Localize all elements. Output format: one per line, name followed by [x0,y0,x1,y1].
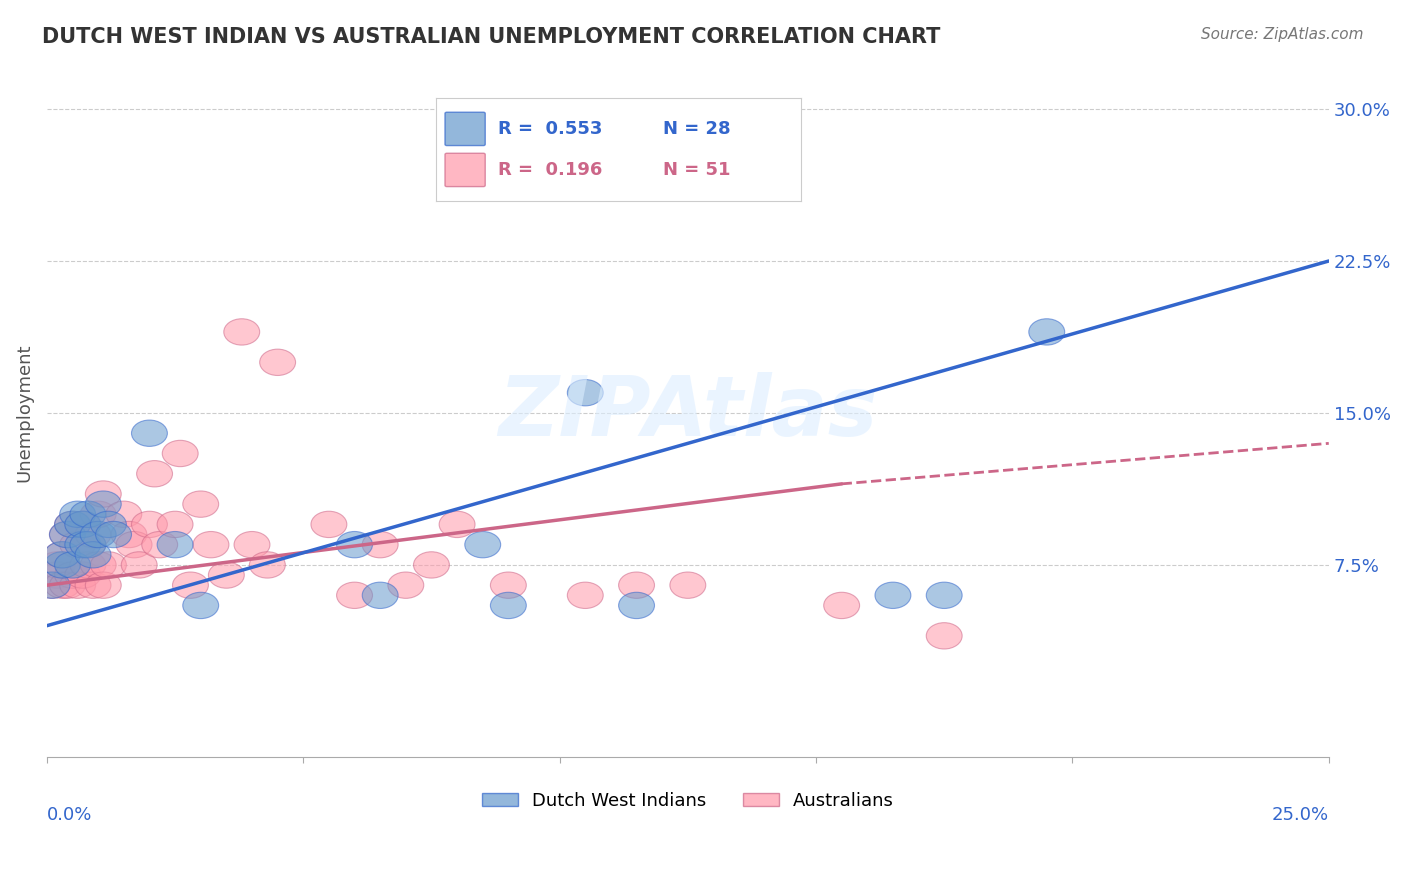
Ellipse shape [121,552,157,578]
Ellipse shape [157,511,193,538]
Text: N = 51: N = 51 [662,161,730,179]
Ellipse shape [59,572,96,599]
Ellipse shape [491,572,526,599]
Ellipse shape [260,349,295,376]
Ellipse shape [75,572,111,599]
Ellipse shape [49,521,86,548]
Ellipse shape [55,562,90,588]
Ellipse shape [132,420,167,446]
FancyBboxPatch shape [446,112,485,145]
Ellipse shape [55,511,90,538]
Legend: Dutch West Indians, Australians: Dutch West Indians, Australians [474,785,901,817]
Ellipse shape [59,532,96,558]
Ellipse shape [363,532,398,558]
Ellipse shape [86,572,121,599]
Ellipse shape [183,592,219,619]
Text: Source: ZipAtlas.com: Source: ZipAtlas.com [1201,27,1364,42]
Ellipse shape [233,532,270,558]
Ellipse shape [80,521,117,548]
Ellipse shape [105,501,142,527]
Ellipse shape [86,481,121,508]
Ellipse shape [86,491,121,517]
Ellipse shape [142,532,177,558]
Text: N = 28: N = 28 [662,120,730,138]
Ellipse shape [162,441,198,467]
Text: 25.0%: 25.0% [1271,805,1329,823]
Ellipse shape [1029,318,1064,345]
Ellipse shape [90,552,127,578]
Ellipse shape [927,582,962,608]
Ellipse shape [363,582,398,608]
Ellipse shape [465,532,501,558]
Ellipse shape [336,532,373,558]
Ellipse shape [173,572,208,599]
Ellipse shape [193,532,229,558]
Text: DUTCH WEST INDIAN VS AUSTRALIAN UNEMPLOYMENT CORRELATION CHART: DUTCH WEST INDIAN VS AUSTRALIAN UNEMPLOY… [42,27,941,46]
Ellipse shape [568,379,603,406]
Ellipse shape [117,532,152,558]
Ellipse shape [55,552,90,578]
Ellipse shape [568,582,603,608]
Ellipse shape [413,552,450,578]
Ellipse shape [65,532,101,558]
Ellipse shape [65,562,101,588]
Ellipse shape [65,511,101,538]
Ellipse shape [45,552,80,578]
Ellipse shape [80,501,117,527]
Text: 0.0%: 0.0% [46,805,93,823]
Ellipse shape [132,511,167,538]
Ellipse shape [39,552,75,578]
Ellipse shape [49,572,86,599]
Text: R =  0.553: R = 0.553 [498,120,602,138]
Ellipse shape [59,501,96,527]
Ellipse shape [65,511,101,538]
Ellipse shape [388,572,423,599]
FancyBboxPatch shape [446,153,485,186]
Ellipse shape [439,511,475,538]
Ellipse shape [875,582,911,608]
Ellipse shape [34,572,70,599]
Ellipse shape [927,623,962,649]
Ellipse shape [619,592,655,619]
Ellipse shape [70,501,105,527]
Ellipse shape [336,582,373,608]
Ellipse shape [45,541,80,568]
Ellipse shape [49,521,86,548]
Ellipse shape [39,562,75,588]
Ellipse shape [157,532,193,558]
Ellipse shape [70,552,105,578]
Ellipse shape [34,572,70,599]
Ellipse shape [183,491,219,517]
Ellipse shape [75,521,111,548]
Ellipse shape [619,572,655,599]
Ellipse shape [311,511,347,538]
Ellipse shape [96,521,132,548]
Ellipse shape [55,511,90,538]
Ellipse shape [136,460,173,487]
Text: R =  0.196: R = 0.196 [498,161,602,179]
Ellipse shape [208,562,245,588]
Ellipse shape [80,552,117,578]
Ellipse shape [45,541,80,568]
Ellipse shape [45,572,80,599]
Ellipse shape [491,592,526,619]
Text: ZIPAtlas: ZIPAtlas [498,373,877,453]
Ellipse shape [224,318,260,345]
Ellipse shape [70,532,105,558]
Ellipse shape [111,521,146,548]
Y-axis label: Unemployment: Unemployment [15,343,32,483]
Ellipse shape [249,552,285,578]
Ellipse shape [90,511,127,538]
Ellipse shape [669,572,706,599]
Ellipse shape [70,532,105,558]
Ellipse shape [75,541,111,568]
Ellipse shape [824,592,859,619]
